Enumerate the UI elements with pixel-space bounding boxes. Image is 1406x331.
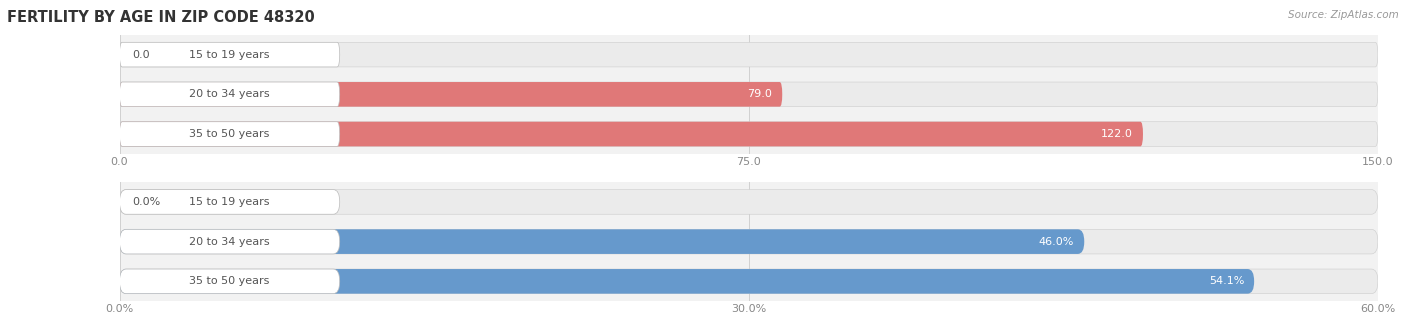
FancyBboxPatch shape bbox=[120, 42, 1378, 67]
FancyBboxPatch shape bbox=[120, 229, 1378, 254]
Text: 122.0: 122.0 bbox=[1101, 129, 1133, 139]
Text: 54.1%: 54.1% bbox=[1209, 276, 1244, 286]
FancyBboxPatch shape bbox=[120, 229, 340, 254]
FancyBboxPatch shape bbox=[120, 82, 782, 107]
FancyBboxPatch shape bbox=[120, 82, 1378, 107]
FancyBboxPatch shape bbox=[120, 190, 1378, 214]
Text: 15 to 19 years: 15 to 19 years bbox=[190, 197, 270, 207]
Text: 79.0: 79.0 bbox=[748, 89, 772, 99]
FancyBboxPatch shape bbox=[120, 269, 1254, 294]
Text: 0.0%: 0.0% bbox=[132, 197, 160, 207]
FancyBboxPatch shape bbox=[120, 42, 340, 67]
FancyBboxPatch shape bbox=[120, 122, 340, 146]
Text: 35 to 50 years: 35 to 50 years bbox=[190, 129, 270, 139]
FancyBboxPatch shape bbox=[120, 122, 1378, 146]
Text: 20 to 34 years: 20 to 34 years bbox=[190, 237, 270, 247]
Text: 15 to 19 years: 15 to 19 years bbox=[190, 50, 270, 60]
Text: 20 to 34 years: 20 to 34 years bbox=[190, 89, 270, 99]
Text: 46.0%: 46.0% bbox=[1039, 237, 1074, 247]
Text: 35 to 50 years: 35 to 50 years bbox=[190, 276, 270, 286]
Text: Source: ZipAtlas.com: Source: ZipAtlas.com bbox=[1288, 10, 1399, 20]
FancyBboxPatch shape bbox=[120, 269, 1378, 294]
Text: FERTILITY BY AGE IN ZIP CODE 48320: FERTILITY BY AGE IN ZIP CODE 48320 bbox=[7, 10, 315, 25]
Text: 0.0: 0.0 bbox=[132, 50, 149, 60]
FancyBboxPatch shape bbox=[120, 269, 340, 294]
FancyBboxPatch shape bbox=[120, 122, 1143, 146]
FancyBboxPatch shape bbox=[120, 190, 340, 214]
FancyBboxPatch shape bbox=[120, 82, 340, 107]
FancyBboxPatch shape bbox=[120, 229, 1084, 254]
